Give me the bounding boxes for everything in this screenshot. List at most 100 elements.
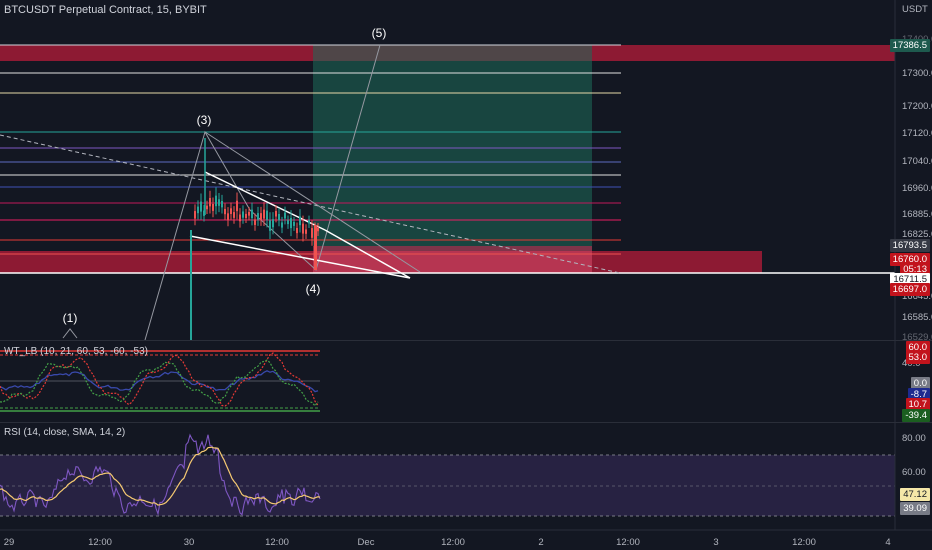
price-tick: 16960.0 — [902, 183, 932, 194]
time-tick: 12:00 — [441, 537, 465, 548]
candle-body — [215, 195, 217, 207]
candle-body — [296, 228, 298, 234]
candle-body — [212, 203, 214, 211]
candle-body — [221, 200, 223, 208]
candle-body — [254, 219, 256, 225]
wave-label-3: (3) — [196, 113, 212, 127]
wt-tag: 10.7 — [905, 398, 930, 411]
wt-tag: -39.4 — [902, 409, 930, 422]
candle-body — [287, 220, 289, 225]
candle-body — [209, 197, 211, 207]
wt-tag: 53.0 — [905, 351, 930, 364]
time-tick: 30 — [183, 537, 195, 548]
candle-body — [242, 211, 244, 218]
time-tick: 29 — [3, 537, 15, 548]
wt-tag: 60.0 — [905, 341, 930, 354]
candle-body — [272, 219, 274, 228]
candles — [190, 138, 319, 340]
candle-body — [257, 213, 259, 220]
time-tick: Dec — [357, 537, 375, 548]
candle-body — [236, 200, 238, 212]
candle-body — [227, 213, 229, 220]
candle-body — [248, 211, 250, 216]
wt-blue-line — [0, 370, 319, 393]
bar-countdown: 05:13 — [900, 263, 930, 276]
price-tick: 16885.0 — [902, 209, 932, 220]
candle-body — [263, 209, 265, 219]
time-tick: 4 — [885, 537, 891, 548]
candle-body — [194, 211, 196, 219]
price-tick: 16529.0 — [902, 332, 932, 343]
wt-pane — [0, 350, 320, 412]
time-tick: 12:00 — [265, 537, 289, 548]
price-tag-stop: 16697.0 — [889, 283, 930, 296]
wave-label-4: (4) — [305, 282, 321, 296]
price-tick: 16825.0 — [902, 229, 932, 240]
candle-body — [314, 225, 317, 270]
candle-body — [275, 210, 277, 217]
dashed-trendline — [0, 134, 621, 274]
candle-body — [224, 208, 226, 215]
candle-body — [308, 220, 310, 224]
wt-red-line — [0, 352, 319, 407]
wave-projection — [144, 44, 381, 341]
candle-body — [197, 206, 199, 214]
candle-body — [311, 228, 313, 238]
rsi-tick: 60.00 — [902, 467, 926, 478]
time-tick: 12:00 — [616, 537, 640, 548]
pane-divider[interactable] — [0, 422, 932, 423]
candle-body — [317, 227, 319, 232]
candle-body — [233, 212, 235, 218]
price-tick: 16585.0 — [902, 312, 932, 323]
price-tick: 17300.0 — [902, 68, 932, 79]
rsi-line — [0, 433, 321, 516]
candle-body — [260, 213, 262, 220]
time-tick: 2 — [538, 537, 544, 548]
price-tag-current: 16711.5 — [890, 273, 930, 286]
position-profit-zone — [313, 45, 592, 246]
wave-label-5: (5) — [371, 26, 387, 40]
pane-divider[interactable] — [0, 340, 932, 341]
price-tag-target: 17386.5 — [889, 39, 930, 52]
candle-body — [203, 210, 205, 216]
wedge-upper-ext — [324, 229, 411, 279]
symbol-title: BTCUSDT Perpetual Contract, 15, BYBIT — [4, 4, 207, 16]
candle-body — [251, 209, 253, 219]
main-pane — [0, 44, 895, 341]
candle-body — [200, 201, 202, 212]
time-tick: 3 — [713, 537, 719, 548]
candle-body — [281, 222, 283, 228]
rsi-pane — [0, 433, 895, 517]
rsi-ma-line — [0, 446, 321, 506]
wave-1-peak-icon — [62, 328, 78, 339]
candle-body — [278, 213, 280, 221]
time-tick: 12:00 — [88, 537, 112, 548]
candle-body — [239, 214, 241, 222]
rsi-indicator-title[interactable]: RSI (14, close, SMA, 14, 2) — [4, 427, 126, 438]
candle-body — [284, 212, 286, 219]
candle-body — [245, 213, 247, 218]
price-tick: 17040.0 — [902, 156, 932, 167]
candle-body — [305, 229, 307, 234]
candle-body — [218, 199, 220, 206]
rsi-tick: 80.00 — [902, 433, 926, 444]
candle-body — [230, 208, 232, 214]
position-loss-zone — [313, 246, 592, 273]
candle-body — [269, 220, 271, 231]
wt-tag: -8.7 — [907, 388, 930, 401]
price-tick: 17200.0 — [902, 101, 932, 112]
price-tag-level: 16793.5 — [889, 239, 930, 252]
candle-body — [266, 210, 268, 220]
wt-tag: 0.0 — [910, 377, 930, 390]
rsi-value-tag: 39.09 — [900, 502, 930, 515]
wedge-lower — [189, 235, 411, 279]
time-tick: 12:00 — [792, 537, 816, 548]
candle-body — [302, 223, 304, 234]
candle-body — [290, 218, 292, 229]
wedge-upper — [204, 171, 326, 231]
wave-projection — [204, 131, 421, 273]
wt-indicator-title[interactable]: WT_LB (10, 21, 60, 53, -60, -53) — [4, 346, 148, 357]
candle-body — [293, 221, 295, 226]
wt-green-line — [0, 359, 319, 407]
